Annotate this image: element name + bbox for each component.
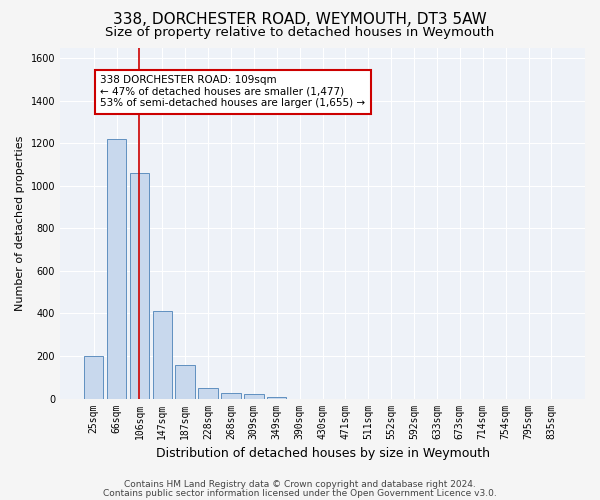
Text: 338 DORCHESTER ROAD: 109sqm
← 47% of detached houses are smaller (1,477)
53% of : 338 DORCHESTER ROAD: 109sqm ← 47% of det… xyxy=(100,75,365,108)
Text: Contains HM Land Registry data © Crown copyright and database right 2024.: Contains HM Land Registry data © Crown c… xyxy=(124,480,476,489)
Bar xyxy=(130,173,149,398)
Text: Contains public sector information licensed under the Open Government Licence v3: Contains public sector information licen… xyxy=(103,488,497,498)
Bar xyxy=(267,397,286,398)
Bar xyxy=(244,394,263,398)
Text: Size of property relative to detached houses in Weymouth: Size of property relative to detached ho… xyxy=(106,26,494,39)
Bar xyxy=(175,364,195,398)
Text: 338, DORCHESTER ROAD, WEYMOUTH, DT3 5AW: 338, DORCHESTER ROAD, WEYMOUTH, DT3 5AW xyxy=(113,12,487,28)
Bar xyxy=(84,356,103,399)
Bar xyxy=(107,139,126,398)
Bar xyxy=(221,393,241,398)
Y-axis label: Number of detached properties: Number of detached properties xyxy=(15,136,25,310)
Bar xyxy=(152,312,172,398)
X-axis label: Distribution of detached houses by size in Weymouth: Distribution of detached houses by size … xyxy=(155,447,490,460)
Bar xyxy=(199,388,218,398)
